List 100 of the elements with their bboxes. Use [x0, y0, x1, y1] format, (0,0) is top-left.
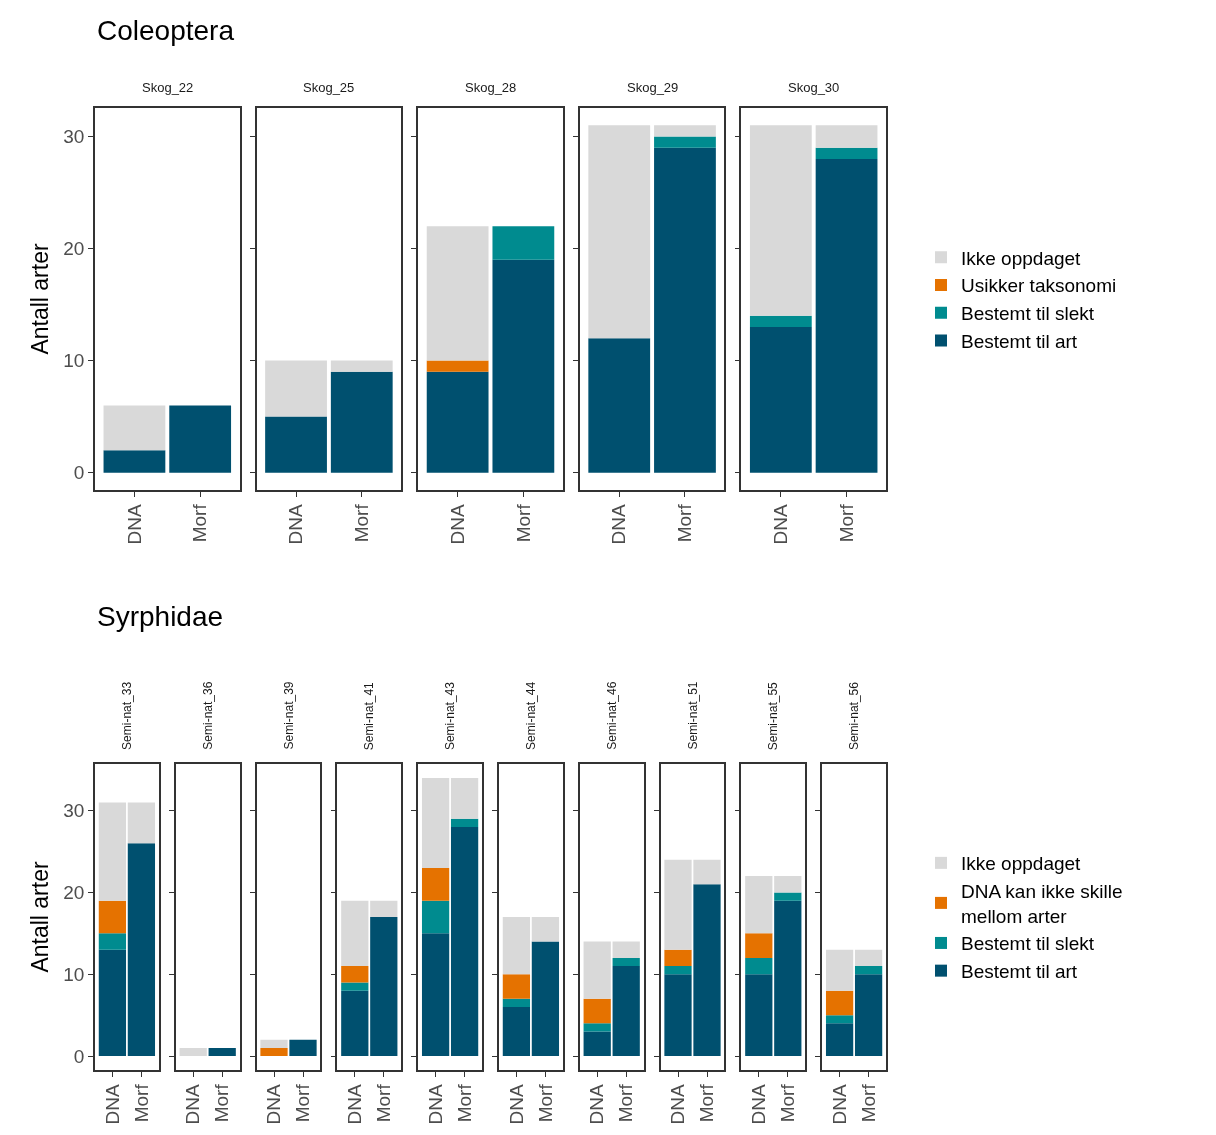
y-tick-label: 0 — [73, 462, 85, 484]
chart-title: Syrphidae — [97, 601, 224, 632]
bar — [745, 974, 773, 1057]
bar — [588, 125, 651, 339]
bar — [825, 990, 854, 1016]
y-tick-label: 20 — [63, 882, 85, 904]
x-tick-label: DNA — [747, 1084, 769, 1125]
bar — [749, 327, 812, 473]
bar — [341, 900, 369, 967]
x-tick-label: DNA — [446, 504, 468, 545]
bar — [745, 933, 773, 958]
legend-label: Bestemt til art — [961, 961, 1078, 983]
bar — [654, 125, 716, 137]
x-tick-label: DNA — [828, 1084, 850, 1125]
bar — [825, 1015, 854, 1024]
bar — [815, 158, 878, 473]
bar — [854, 966, 883, 975]
bar — [588, 338, 651, 473]
bar — [421, 777, 450, 868]
x-tick-label: Morf — [857, 1083, 879, 1123]
bar — [502, 917, 531, 975]
x-tick-label: Morf — [776, 1083, 798, 1123]
x-tick-label: DNA — [586, 1084, 608, 1125]
bar — [98, 802, 127, 901]
chart-subtitle: Semi-nat_44 — [523, 681, 538, 750]
bar — [664, 966, 692, 975]
bar — [426, 226, 489, 361]
bar — [774, 876, 802, 893]
x-tick-label: Morf — [292, 1083, 314, 1123]
y-axis-title: Antall arter — [27, 243, 54, 355]
bar — [774, 900, 802, 1057]
legend-label: Ikke oppdaget — [961, 247, 1082, 269]
bar — [749, 315, 812, 328]
bar — [815, 147, 878, 159]
bar — [370, 917, 398, 1057]
y-tick-label: 20 — [63, 238, 85, 260]
y-tick-label: 30 — [63, 126, 85, 148]
bar — [664, 949, 692, 967]
chart-subtitle: Semi-nat_41 — [362, 681, 377, 751]
bar — [450, 818, 479, 827]
bar — [825, 949, 854, 991]
bar — [492, 259, 555, 473]
bar — [450, 827, 479, 1057]
chart-subtitle: Semi-nat_55 — [766, 681, 781, 751]
y-tick-label: 30 — [63, 800, 85, 822]
bar — [815, 125, 878, 148]
bar — [98, 900, 127, 934]
bar — [421, 867, 450, 901]
x-tick-label: Morf — [512, 503, 534, 543]
bar — [370, 900, 398, 917]
x-tick-label: DNA — [285, 504, 307, 545]
bar — [745, 957, 773, 975]
bar — [127, 843, 156, 1057]
bar — [612, 941, 640, 958]
x-tick-label: Morf — [835, 503, 857, 543]
bar — [854, 949, 883, 967]
bar — [531, 941, 560, 1057]
bar — [774, 892, 802, 901]
bar — [654, 136, 716, 148]
chart-subtitle: Semi-nat_43 — [443, 681, 458, 751]
x-tick-label: DNA — [667, 1084, 689, 1125]
bar — [583, 941, 611, 999]
bar — [825, 1023, 854, 1057]
chart-subtitle: Semi-nat_39 — [281, 681, 296, 750]
bar — [492, 226, 555, 260]
bar — [341, 966, 369, 983]
x-tick-label: DNA — [263, 1084, 285, 1125]
chart-subtitle: Semi-nat_51 — [685, 681, 700, 750]
chart-subtitle: Skog_28 — [465, 80, 517, 95]
x-tick-label: DNA — [182, 1084, 204, 1125]
bar — [450, 777, 479, 819]
bar — [654, 147, 716, 473]
x-tick-label: Morf — [453, 1083, 475, 1123]
y-tick-label: 10 — [63, 350, 85, 372]
x-tick-label: DNA — [505, 1084, 527, 1125]
legend-label: Bestemt til art — [961, 330, 1078, 352]
x-tick-label: Morf — [372, 1083, 394, 1123]
bar — [583, 998, 611, 1024]
bar — [98, 949, 127, 1057]
legend-label: Bestemt til slekt — [961, 303, 1095, 325]
chart-subtitle: Skog_25 — [303, 80, 355, 95]
bar — [98, 933, 127, 950]
bar — [612, 957, 640, 967]
x-tick-label: Morf — [674, 503, 696, 543]
bar — [854, 974, 883, 1057]
chart-title: Coleoptera — [97, 15, 235, 46]
x-tick-label: DNA — [101, 1084, 123, 1125]
bar — [502, 974, 531, 999]
legend-label: Usikker taksonomi — [961, 275, 1117, 297]
x-tick-label: Morf — [130, 1083, 152, 1123]
bar — [583, 1023, 611, 1032]
x-tick-label: DNA — [608, 504, 630, 545]
chart-subtitle: Semi-nat_46 — [604, 681, 619, 750]
chart-subtitle: Skog_29 — [627, 80, 679, 95]
x-tick-label: DNA — [424, 1084, 446, 1125]
bar — [341, 982, 369, 991]
bar — [426, 360, 489, 372]
chart-subtitle: Semi-nat_33 — [119, 681, 134, 750]
bar — [612, 966, 640, 1057]
bar — [127, 802, 156, 844]
